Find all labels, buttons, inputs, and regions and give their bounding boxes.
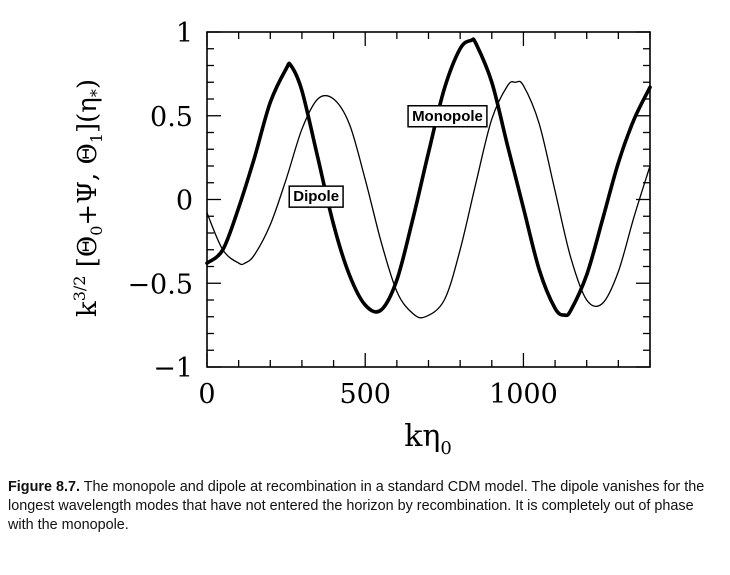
y-tick-label: 0	[176, 186, 193, 217]
tick-labels: 0 500 1000 −1 −0.5 0 0.5 1	[127, 18, 557, 410]
annotation-box	[288, 185, 344, 208]
annotation-monopole: Monopole	[407, 105, 488, 128]
y-tick-label: 1	[176, 18, 193, 49]
series-line-dipole	[206, 80, 651, 319]
y-tick-label: −1	[153, 353, 193, 384]
y-axis-title: k3/2 [Θ0+Ψ, Θ1](η*)	[70, 79, 106, 317]
series-line-monopole	[205, 37, 652, 318]
x-tick-label: 1000	[489, 379, 558, 410]
annotation-label: Monopole	[412, 108, 483, 125]
annotation-dipole: Dipole	[288, 185, 344, 208]
series-layer	[205, 37, 652, 319]
figure-label: Figure 8.7.	[8, 479, 80, 495]
plot-frame	[206, 31, 651, 368]
caption-text: The monopole and dipole at recombination…	[8, 479, 705, 533]
tick-marks	[206, 31, 651, 368]
annotation-box	[407, 105, 488, 128]
line-chart: 0 500 1000 −1 −0.5 0 0.5 1 Monopole Dipole k3/2 …	[70, 18, 652, 459]
annotation-label: Dipole	[293, 188, 339, 205]
y-tick-label: 0.5	[150, 102, 193, 133]
figure-caption: Figure 8.7. The monopole and dipole at r…	[8, 478, 723, 535]
x-tick-label: 0	[198, 379, 215, 410]
x-axis-title: kη0	[404, 419, 452, 459]
y-tick-label: −0.5	[127, 269, 193, 300]
x-tick-label: 500	[339, 379, 391, 410]
annotations: Monopole Dipole	[288, 105, 488, 208]
